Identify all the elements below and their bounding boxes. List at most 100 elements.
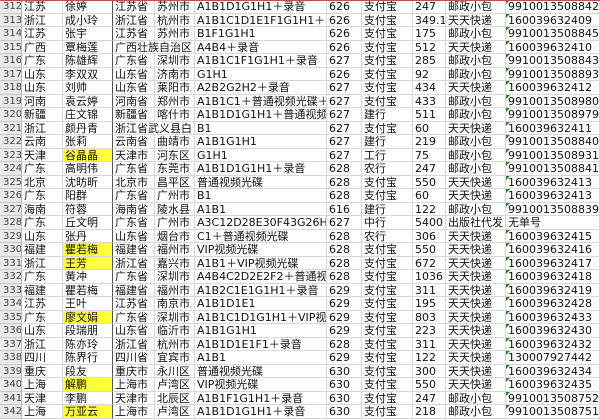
cell-items[interactable]: A1B1D1E1 (195, 297, 327, 311)
cell-payment[interactable]: 支付宝 (362, 0, 413, 14)
cell-items[interactable]: VIP视频光碟 (195, 378, 327, 392)
cell-province[interactable]: 海南省 (113, 202, 155, 216)
cell-region[interactable]: 广东 (22, 310, 63, 324)
cell-name[interactable]: 张莉 (63, 135, 113, 149)
cell-tracking[interactable]: 9910013508843 (506, 54, 600, 68)
row-header[interactable]: 326 (0, 189, 22, 203)
cell-province[interactable]: 天津市 (113, 391, 155, 405)
cell-shipping[interactable]: 邮政小包 (446, 135, 506, 149)
cell-tracking[interactable]: 160039632411 (506, 121, 600, 135)
cell-amount[interactable]: 60 (413, 121, 446, 135)
cell-payment[interactable]: 支付宝 (362, 256, 413, 270)
row-header[interactable]: 313 (0, 13, 22, 27)
cell-city[interactable]: 福州市 (155, 243, 195, 257)
cell-code[interactable]: 626 (327, 40, 362, 54)
row-header[interactable]: 320 (0, 108, 22, 122)
cell-items[interactable]: A1B1G1H1 (195, 324, 327, 338)
cell-tracking[interactable]: 160039632428 (506, 297, 600, 311)
cell-city[interactable]: 苏州市 (155, 27, 195, 41)
cell-province[interactable]: 新疆省 (113, 108, 155, 122)
cell-city[interactable]: 东莞市 (155, 162, 195, 176)
cell-amount[interactable]: 311 (413, 283, 446, 297)
cell-city[interactable]: 济南市 (155, 67, 195, 81)
row-header[interactable]: 332 (0, 270, 22, 284)
cell-city[interactable]: 卢湾区 (155, 405, 195, 419)
cell-region[interactable]: 山东 (22, 67, 63, 81)
row-header[interactable]: 317 (0, 67, 22, 81)
row-header[interactable]: 324 (0, 162, 22, 176)
cell-items[interactable]: G1H1 (195, 67, 327, 81)
cell-items[interactable]: A1B1C1D1G1H1＋VIP视频光 (195, 310, 327, 324)
cell-code[interactable]: 630 (327, 364, 362, 378)
cell-region[interactable]: 上海 (22, 405, 63, 419)
cell-name[interactable]: 段瑞朋 (63, 324, 113, 338)
cell-city[interactable]: 陵水县 (155, 202, 195, 216)
cell-shipping[interactable]: 天天快递 (446, 351, 506, 365)
cell-shipping[interactable]: 天天快递 (446, 364, 506, 378)
cell-code[interactable]: 627 (327, 81, 362, 95)
cell-code[interactable]: 626 (327, 0, 362, 14)
cell-tracking[interactable]: 9910013508752 (506, 391, 600, 405)
cell-code[interactable]: 628 (327, 337, 362, 351)
cell-city[interactable]: 永川区 (155, 364, 195, 378)
cell-code[interactable]: 628 (327, 243, 362, 257)
cell-province[interactable]: 云南省 (113, 135, 155, 149)
cell-tracking[interactable]: 9910013508751 (506, 405, 600, 419)
cell-province[interactable]: 江苏省 (113, 0, 155, 14)
cell-city[interactable]: 嘉兴市 (155, 256, 195, 270)
cell-name[interactable]: 覃梅莲 (63, 40, 113, 54)
cell-payment[interactable]: 建行 (362, 135, 413, 149)
cell-items[interactable]: A1B1D1G1H1＋录音 (195, 162, 327, 176)
cell-shipping[interactable]: 天天快递 (446, 189, 506, 203)
cell-items[interactable]: A2B2G2H2＋录音 (195, 81, 327, 95)
cell-amount[interactable]: 195 (413, 297, 446, 311)
cell-province[interactable]: 北京市 (113, 175, 155, 189)
cell-items[interactable]: A4B4＋录音 (195, 40, 327, 54)
cell-code[interactable]: 630 (327, 378, 362, 392)
cell-code[interactable]: 628 (327, 162, 362, 176)
cell-shipping[interactable]: 邮政小包 (446, 405, 506, 419)
row-header[interactable]: 328 (0, 216, 22, 230)
cell-items[interactable]: A1B1D1G1H1＋普通视频光碟 (195, 108, 327, 122)
cell-city[interactable]: 曲靖市 (155, 135, 195, 149)
cell-shipping[interactable]: 邮政小包 (446, 67, 506, 81)
cell-shipping[interactable]: 天天快递 (446, 324, 506, 338)
cell-items[interactable]: A1B1C1F1G1H1＋录音 (195, 54, 327, 68)
cell-tracking[interactable]: 160039632409 (506, 13, 600, 27)
cell-tracking[interactable]: 9910013508980 (506, 94, 600, 108)
cell-tracking[interactable]: 160039632415 (506, 229, 600, 243)
cell-items[interactable]: A1B1F1G1H1＋录音 (195, 391, 327, 405)
cell-tracking[interactable]: 160039632417 (506, 256, 600, 270)
cell-province[interactable]: 浙江省 (113, 337, 155, 351)
cell-name[interactable]: 阳群 (63, 189, 113, 203)
cell-payment[interactable]: 支付宝 (362, 40, 413, 54)
row-header[interactable]: 327 (0, 202, 22, 216)
row-header[interactable]: 335 (0, 310, 22, 324)
cell-shipping[interactable]: 天天快递 (446, 40, 506, 54)
cell-payment[interactable]: 支付宝 (362, 391, 413, 405)
cell-payment[interactable]: 建行 (362, 108, 413, 122)
cell-code[interactable]: 626 (327, 27, 362, 41)
cell-code[interactable]: 627 (327, 108, 362, 122)
cell-name[interactable]: 李鹏 (63, 391, 113, 405)
cell-province[interactable]: 山东省 (113, 81, 155, 95)
row-header[interactable]: 340 (0, 378, 22, 392)
cell-shipping[interactable]: 邮政小包 (446, 54, 506, 68)
cell-province[interactable]: 广东省 (113, 216, 155, 230)
cell-region[interactable]: 天津 (22, 391, 63, 405)
cell-code[interactable]: 627 (327, 148, 362, 162)
cell-amount[interactable]: 311 (413, 337, 446, 351)
cell-amount[interactable]: 122 (413, 351, 446, 365)
cell-code[interactable]: 627 (327, 94, 362, 108)
cell-region[interactable]: 广东 (22, 54, 63, 68)
cell-code[interactable]: 616 (327, 202, 362, 216)
cell-name[interactable]: 王叶 (63, 297, 113, 311)
cell-shipping[interactable]: 出版社代发 (446, 216, 506, 230)
cell-city[interactable]: 深圳市 (155, 310, 195, 324)
cell-tracking[interactable]: 9910013508893 (506, 67, 600, 81)
cell-region[interactable]: 云南 (22, 135, 63, 149)
cell-region[interactable]: 山东 (22, 229, 63, 243)
cell-amount[interactable]: 672 (413, 256, 446, 270)
cell-tracking[interactable]: 9910013508842 (506, 0, 600, 14)
cell-amount[interactable]: 550 (413, 378, 446, 392)
